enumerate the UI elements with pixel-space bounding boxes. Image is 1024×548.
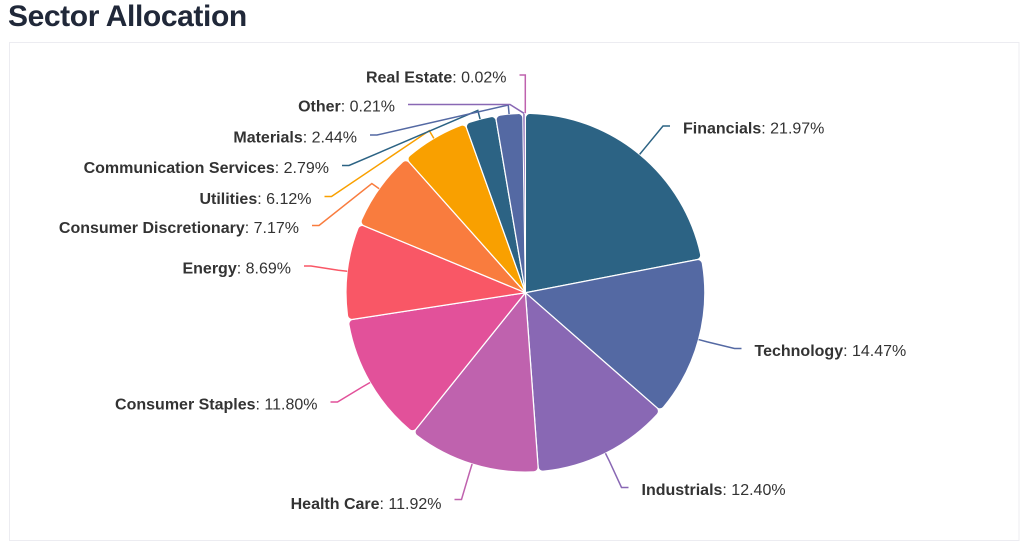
svg-text:Health Care: 11.92%: Health Care: 11.92% bbox=[291, 496, 442, 513]
svg-text:Materials: 2.44%: Materials: 2.44% bbox=[233, 130, 357, 147]
svg-text:Real Estate: 0.02%: Real Estate: 0.02% bbox=[366, 70, 507, 87]
svg-text:Consumer Discretionary: 7.17%: Consumer Discretionary: 7.17% bbox=[59, 220, 299, 237]
svg-text:Financials: 21.97%: Financials: 21.97% bbox=[683, 121, 824, 138]
svg-text:Energy: 8.69%: Energy: 8.69% bbox=[182, 261, 291, 278]
svg-text:Industrials: 12.40%: Industrials: 12.40% bbox=[642, 482, 786, 499]
svg-text:Consumer Staples: 11.80%: Consumer Staples: 11.80% bbox=[115, 397, 317, 414]
svg-text:Utilities: 6.12%: Utilities: 6.12% bbox=[199, 191, 311, 208]
svg-text:Technology: 14.47%: Technology: 14.47% bbox=[755, 343, 907, 360]
svg-text:Communication Services: 2.79%: Communication Services: 2.79% bbox=[84, 160, 329, 177]
svg-text:Sector Allocation: Sector Allocation bbox=[8, 0, 247, 33]
svg-text:Other: 0.21%: Other: 0.21% bbox=[298, 99, 395, 116]
